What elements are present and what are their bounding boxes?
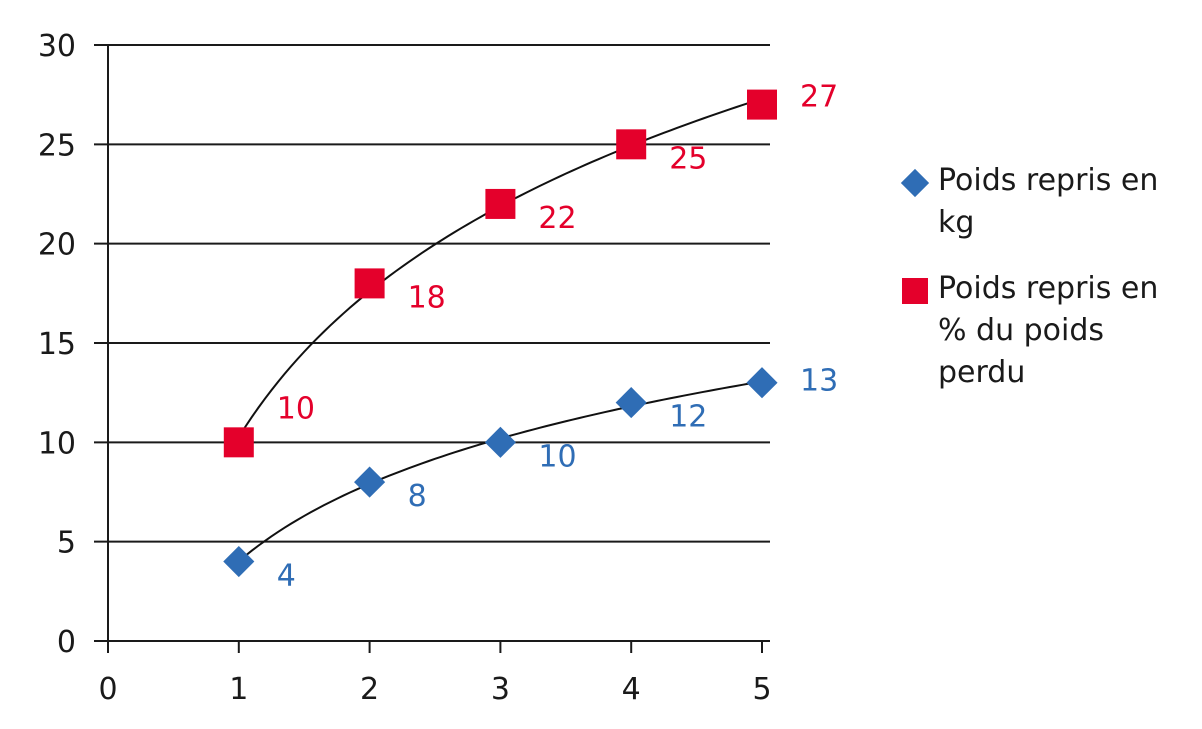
diamond-marker <box>615 387 647 419</box>
y-tick-label: 15 <box>38 327 76 362</box>
legend: Poids repris en kg Poids repris en % du … <box>900 160 1200 418</box>
data-label: 13 <box>800 364 838 399</box>
data-label: 8 <box>408 479 427 514</box>
diamond-marker <box>223 545 255 578</box>
square-marker <box>747 89 777 120</box>
legend-label-kg: Poids repris en kg <box>938 163 1159 240</box>
y-tick-label: 30 <box>38 29 76 64</box>
grid-lines <box>94 44 770 642</box>
square-marker-icon <box>900 276 930 306</box>
diamond-marker <box>484 426 516 458</box>
data-label: 22 <box>538 201 576 236</box>
y-tick-label: 5 <box>57 526 76 561</box>
legend-item-kg: Poids repris en kg <box>900 160 1200 244</box>
square-marker <box>616 129 647 160</box>
data-label: 27 <box>800 80 838 115</box>
square-marker <box>354 268 385 299</box>
legend-label-percent: Poids repris en % du poids perdu <box>938 271 1159 390</box>
square-marker <box>485 188 516 219</box>
x-tick-label: 4 <box>622 672 641 707</box>
data-label: 25 <box>669 141 707 176</box>
diamond-marker <box>746 367 778 399</box>
y-tick-label: 10 <box>38 426 76 461</box>
y-tick-label: 0 <box>57 625 76 660</box>
diamond-marker <box>354 466 386 498</box>
x-tick-label: 3 <box>491 672 510 707</box>
diamond-marker-icon <box>900 168 930 198</box>
y-tick-label: 20 <box>38 228 76 263</box>
x-tick-label: 1 <box>229 672 248 707</box>
data-labels: 4 8 10 12 13 10 18 22 25 27 <box>277 80 838 594</box>
data-label: 10 <box>538 439 576 474</box>
square-marker <box>223 427 254 458</box>
data-label: 10 <box>277 391 315 426</box>
legend-item-percent: Poids repris en % du poids perdu <box>900 268 1200 394</box>
data-label: 4 <box>277 559 296 594</box>
x-tick-label: 0 <box>98 672 117 707</box>
y-tick-label: 25 <box>38 128 76 163</box>
data-label: 18 <box>408 280 446 315</box>
data-label: 12 <box>669 400 707 435</box>
x-tick-label: 5 <box>752 672 771 707</box>
x-tick-label: 2 <box>360 672 379 707</box>
